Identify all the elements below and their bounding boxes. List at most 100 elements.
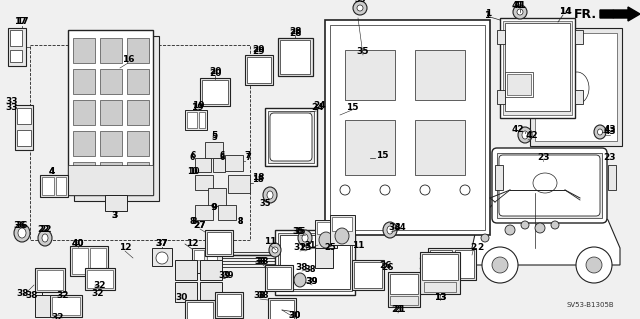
Bar: [195, 158, 211, 172]
Bar: [73, 131, 95, 156]
Ellipse shape: [576, 247, 612, 283]
Text: 42: 42: [525, 130, 538, 139]
Text: 6: 6: [220, 153, 225, 162]
Bar: [388, 272, 420, 307]
FancyArrow shape: [600, 7, 640, 21]
Text: 38: 38: [26, 291, 38, 300]
Bar: [194, 250, 204, 260]
Text: 42: 42: [512, 125, 524, 135]
Text: 35: 35: [292, 227, 304, 236]
Text: 5: 5: [211, 133, 217, 143]
Bar: [100, 100, 122, 125]
Ellipse shape: [263, 187, 277, 203]
Text: 37: 37: [156, 240, 168, 249]
Bar: [187, 302, 213, 319]
Ellipse shape: [586, 257, 602, 273]
Text: 31: 31: [304, 241, 316, 249]
Text: 35: 35: [354, 0, 366, 4]
Bar: [35, 268, 65, 292]
Ellipse shape: [481, 234, 489, 242]
Text: 35: 35: [356, 48, 369, 56]
Text: 43: 43: [604, 128, 616, 137]
Ellipse shape: [357, 5, 363, 11]
Bar: [497, 90, 505, 104]
Text: 39: 39: [219, 271, 231, 279]
Text: 4: 4: [49, 167, 55, 176]
Ellipse shape: [518, 127, 532, 143]
Bar: [73, 100, 95, 125]
Text: 33: 33: [6, 103, 19, 113]
Text: 7: 7: [245, 153, 251, 162]
Text: 31: 31: [294, 243, 307, 253]
Text: 38: 38: [253, 292, 266, 300]
Ellipse shape: [38, 230, 52, 246]
Text: 6: 6: [220, 152, 225, 160]
Ellipse shape: [319, 232, 333, 248]
Text: 21: 21: [394, 306, 406, 315]
Bar: [73, 162, 95, 187]
Text: 39: 39: [306, 278, 318, 286]
Bar: [15, 105, 33, 150]
Bar: [267, 267, 291, 289]
Ellipse shape: [335, 228, 349, 244]
Text: 17: 17: [16, 18, 28, 26]
Bar: [497, 30, 505, 44]
Bar: [500, 18, 575, 118]
Bar: [352, 260, 384, 290]
Bar: [73, 38, 95, 63]
Bar: [228, 175, 250, 193]
Bar: [213, 158, 225, 172]
Text: 8: 8: [237, 218, 243, 226]
Text: 8: 8: [191, 218, 196, 226]
Bar: [100, 69, 122, 94]
Ellipse shape: [383, 222, 397, 238]
Bar: [315, 220, 337, 248]
Bar: [202, 80, 228, 104]
Bar: [10, 30, 22, 46]
Ellipse shape: [298, 230, 312, 246]
Bar: [127, 69, 149, 94]
Text: 38: 38: [304, 265, 316, 275]
Bar: [74, 36, 159, 201]
Text: 27: 27: [194, 221, 206, 231]
Bar: [152, 248, 172, 266]
Bar: [330, 25, 485, 230]
Bar: [100, 38, 122, 63]
Ellipse shape: [521, 221, 529, 229]
Bar: [199, 112, 205, 128]
Bar: [17, 108, 31, 124]
Bar: [175, 260, 197, 280]
Text: 38: 38: [257, 292, 269, 300]
Ellipse shape: [14, 224, 30, 242]
Bar: [127, 38, 149, 63]
Text: 1: 1: [484, 11, 490, 19]
Bar: [40, 175, 68, 197]
Text: 30: 30: [289, 310, 301, 319]
Text: 18: 18: [252, 175, 264, 184]
Text: 3: 3: [112, 211, 118, 219]
Ellipse shape: [340, 185, 350, 195]
Bar: [265, 265, 293, 291]
Text: 30: 30: [176, 293, 188, 302]
Bar: [505, 23, 570, 111]
Text: 36: 36: [13, 221, 26, 231]
Bar: [268, 298, 296, 319]
Bar: [50, 295, 82, 317]
Text: 9: 9: [211, 204, 217, 212]
Text: 10: 10: [189, 167, 199, 176]
Text: 38: 38: [17, 288, 29, 298]
Ellipse shape: [302, 234, 308, 242]
Ellipse shape: [460, 185, 470, 195]
Bar: [428, 248, 476, 280]
Text: 3: 3: [112, 211, 118, 219]
Bar: [127, 162, 149, 187]
Bar: [70, 246, 108, 276]
Ellipse shape: [269, 243, 281, 257]
Bar: [245, 55, 273, 85]
Bar: [35, 295, 50, 317]
Bar: [72, 248, 88, 274]
Text: 33: 33: [6, 97, 19, 106]
Text: SV53-B1305B: SV53-B1305B: [566, 302, 614, 308]
Text: 26: 26: [381, 263, 394, 272]
Ellipse shape: [594, 125, 606, 139]
